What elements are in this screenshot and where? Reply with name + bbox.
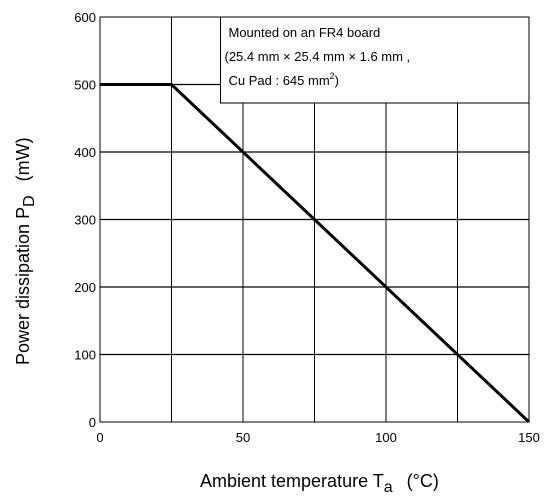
x-tick-labels: 0 50 100 150: [96, 430, 539, 445]
derating-curve: [100, 83, 531, 424]
y-tick-label: 100: [74, 348, 96, 363]
series-layer: [100, 83, 531, 424]
x-tick-label: 50: [236, 430, 250, 445]
y-axis-label-subscript: D: [21, 195, 38, 207]
y-tick-labels: 0 100 200 300 400 500 600: [74, 10, 96, 430]
annotation-line-3-end: ): [335, 73, 339, 88]
y-tick-label: 600: [74, 10, 96, 25]
x-tick-label: 100: [375, 430, 397, 445]
y-tick-label: 300: [74, 213, 96, 228]
y-axis-label: Power dissipation PD (mW): [13, 137, 38, 365]
y-axis-label-unit: (mW): [13, 137, 33, 181]
y-axis-label-text: Power dissipation P: [13, 207, 33, 365]
x-axis-label: Ambient temperature Ta (°C): [200, 471, 439, 496]
x-axis-label-unit: (°C): [407, 471, 439, 491]
x-axis-label-subscript: a: [384, 479, 393, 496]
annotation-line-1: Mounted on an FR4 board: [229, 25, 381, 40]
annotation-box: [220, 16, 530, 104]
x-axis-label-text: Ambient temperature T: [200, 471, 384, 491]
annotation-line-3-text: Cu Pad : 645 mm: [229, 73, 330, 88]
annotation-line-3-superscript: 2: [330, 71, 335, 81]
x-tick-label: 0: [96, 430, 103, 445]
annotation-line-3: Cu Pad : 645 mm2): [229, 71, 340, 88]
y-tick-label: 0: [89, 415, 96, 430]
x-tick-label: 150: [518, 430, 540, 445]
y-tick-label: 400: [74, 145, 96, 160]
y-tick-label: 500: [74, 78, 96, 93]
annotation-line-2: (25.4 mm × 25.4 mm × 1.6 mm ,: [225, 49, 411, 64]
y-tick-label: 200: [74, 280, 96, 295]
